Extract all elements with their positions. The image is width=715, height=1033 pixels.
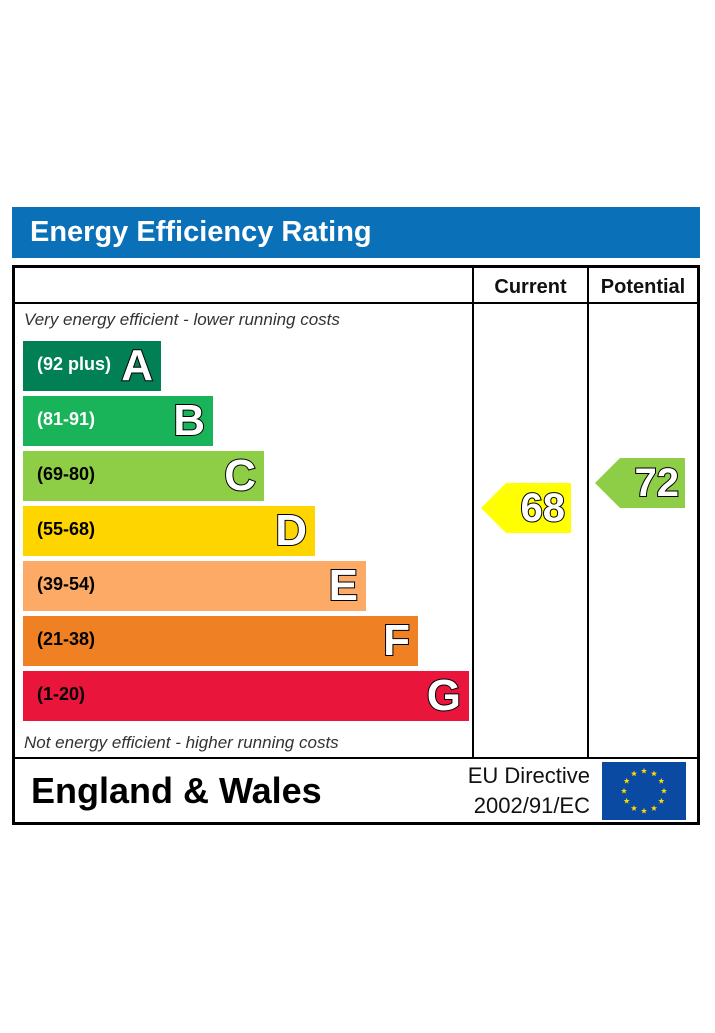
column-header-current: Current xyxy=(494,276,567,298)
band-letter: A xyxy=(120,340,154,391)
footer-directive-line1: EU Directive xyxy=(467,763,590,788)
potential-arrow-shape xyxy=(595,458,685,508)
rating-band-f: (21-38) F xyxy=(23,615,418,666)
note-not-efficient: Not energy efficient - higher running co… xyxy=(24,733,339,752)
eu-star-icon xyxy=(658,797,665,804)
band-range-label: (55-68) xyxy=(37,519,96,539)
current-arrow-shape xyxy=(481,483,571,533)
rating-band-b: (81-91) B xyxy=(23,395,213,446)
band-range-label: (39-54) xyxy=(37,574,96,594)
rating-band-g: (1-20) G xyxy=(23,670,469,721)
eu-star-icon xyxy=(660,787,668,794)
rating-band-c: (69-80) C xyxy=(23,450,264,501)
band-range-label: (21-38) xyxy=(37,629,96,649)
eu-star-icon xyxy=(658,777,665,784)
eu-star-icon xyxy=(623,777,630,784)
footer-divider xyxy=(15,757,697,759)
note-very-efficient: Very energy efficient - lower running co… xyxy=(24,310,340,329)
band-letter: G xyxy=(426,670,462,721)
band-letter: B xyxy=(172,395,206,446)
chart-title: Energy Efficiency Rating xyxy=(30,216,372,248)
footer-country: England & Wales xyxy=(31,770,322,811)
eu-star-icon xyxy=(623,797,630,804)
band-letter: C xyxy=(223,450,257,501)
band-letter: F xyxy=(382,615,411,666)
rating-band-e: (39-54) E xyxy=(23,560,366,611)
eu-star-icon xyxy=(620,787,628,794)
column-divider-current xyxy=(472,268,474,758)
column-header-potential: Potential xyxy=(600,276,686,298)
current-rating-arrow: 68 xyxy=(481,483,571,533)
rating-band-d: (55-68) D xyxy=(23,505,315,556)
band-letter: D xyxy=(274,505,308,556)
eu-flag-icon xyxy=(602,762,686,820)
potential-rating-value: 72 xyxy=(634,460,680,506)
eu-star-icon xyxy=(650,805,658,811)
potential-rating-arrow: 72 xyxy=(595,458,685,508)
eu-star-icon xyxy=(640,807,648,814)
eu-star-icon xyxy=(650,770,658,777)
eu-star-icon xyxy=(630,770,638,777)
band-range-label: (92 plus) xyxy=(37,354,112,374)
rating-table: Current Potential Very energy efficient … xyxy=(12,265,700,825)
footer-directive-line2: 2002/91/EC xyxy=(473,793,590,818)
title-bar: Energy Efficiency Rating xyxy=(12,207,700,258)
band-range-label: (81-91) xyxy=(37,409,96,429)
eu-star-icon xyxy=(630,805,638,811)
header-divider xyxy=(15,302,697,304)
band-range-label: (69-80) xyxy=(37,464,96,484)
footer: England & Wales EU Directive 2002/91/EC xyxy=(15,759,697,822)
band-letter: E xyxy=(328,560,359,611)
current-rating-value: 68 xyxy=(520,485,566,531)
eu-star-icon xyxy=(640,767,648,774)
rating-band-a: (92 plus) A xyxy=(23,340,161,391)
band-range-label: (1-20) xyxy=(37,684,86,704)
column-divider-potential xyxy=(587,268,589,758)
